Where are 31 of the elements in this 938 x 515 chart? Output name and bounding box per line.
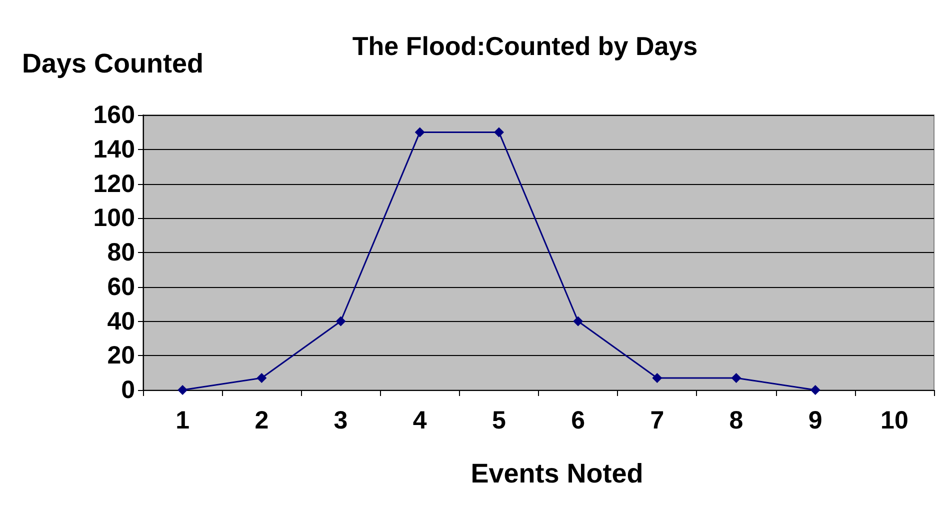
y-tick-label: 40 (107, 307, 135, 336)
x-tick-label: 1 (176, 406, 190, 434)
y-tick-label: 160 (93, 101, 135, 129)
y-axis-title: Days Counted (22, 48, 204, 78)
point (414, 127, 425, 138)
x-tick-label: 10 (880, 406, 908, 434)
x-tick-label: 4 (412, 406, 427, 434)
point (178, 385, 188, 395)
x-tick-label: 8 (729, 406, 744, 434)
x-tick-label: 9 (808, 406, 822, 434)
x-tick-label: 7 (650, 406, 664, 434)
point (810, 385, 820, 395)
point (652, 372, 662, 383)
x-tick-label: 5 (492, 406, 506, 434)
y-tick-label: 80 (107, 238, 135, 266)
y-tick-label: 100 (93, 204, 135, 232)
point (731, 372, 742, 383)
y-tick-label: 120 (93, 170, 135, 198)
point (494, 127, 504, 138)
y-tick-label: 20 (107, 342, 135, 370)
y-tick-label: 0 (121, 376, 135, 404)
chart-title: The Flood:Counted by Days (352, 31, 698, 61)
point (573, 316, 584, 326)
point (336, 316, 346, 326)
x-tick-label: 6 (571, 406, 586, 434)
x-tick-label: 2 (254, 406, 269, 434)
x-axis-title: Events Noted (470, 458, 644, 488)
point (256, 372, 267, 383)
x-tick-label: 3 (334, 406, 348, 434)
y-tick-label: 60 (107, 272, 135, 301)
y-tick-label: 140 (93, 135, 135, 164)
